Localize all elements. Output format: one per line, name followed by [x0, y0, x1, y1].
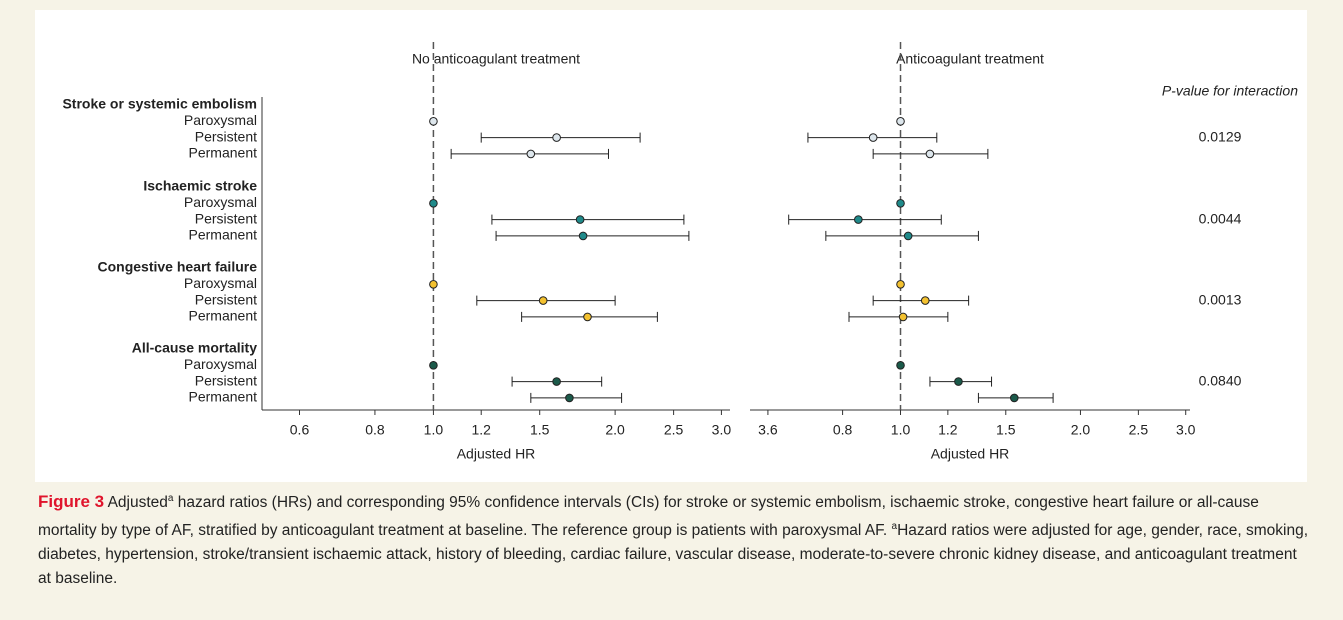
row-label: Permanent: [189, 308, 258, 324]
row-label: Permanent: [189, 227, 258, 243]
point: [429, 361, 438, 370]
caption-text: Hazard ratios were adjusted for age, gen…: [38, 522, 1309, 588]
x-tick-label: 1.5: [530, 422, 550, 438]
row-label: Paroxysmal: [184, 194, 257, 210]
point: [526, 149, 536, 159]
x-tick-label: 0.8: [365, 422, 385, 438]
x-tick-label: 1.0: [424, 422, 444, 438]
point: [429, 199, 438, 208]
group-label: Ischaemic stroke: [143, 178, 257, 194]
point: [898, 312, 908, 322]
p-value: 0.0013: [1199, 291, 1242, 307]
point: [429, 280, 438, 289]
row-label: Paroxysmal: [184, 356, 257, 372]
point: [583, 312, 592, 322]
point: [920, 296, 930, 305]
point: [954, 377, 963, 386]
point: [429, 117, 438, 126]
x-tick-label: 0.8: [833, 422, 853, 438]
point: [552, 133, 561, 142]
x-tick-label: 2.0: [605, 422, 625, 438]
x-tick-label: 1.0: [891, 422, 911, 438]
point: [552, 377, 561, 386]
x-tick-label: 1.2: [938, 422, 958, 438]
x-tick-label: 1.5: [996, 422, 1016, 438]
x-tick-label: 3.6: [758, 422, 778, 438]
group-label: All-cause mortality: [132, 340, 257, 356]
chart: No anticoagulant treatment Adjusted HR 0.6…: [35, 10, 1307, 482]
p-value: 0.0044: [1199, 210, 1242, 226]
caption: Figure 3 Adjusteda hazard ratios (HRs) a…: [38, 487, 1313, 591]
point: [575, 215, 585, 224]
caption-text: hazard ratios (HRs) and corresponding 95…: [38, 494, 1259, 540]
plot-background: [35, 10, 1307, 482]
x-tick-label: 2.0: [1071, 422, 1091, 438]
panel-title: Anticoagulant treatment: [896, 51, 1044, 67]
group-label: Congestive heart failure: [98, 259, 258, 275]
row-label: Persistent: [195, 128, 257, 144]
caption-text: Adjusted: [104, 494, 168, 512]
p-value-header: P-value for interaction: [1162, 83, 1298, 99]
point: [925, 149, 935, 159]
x-tick-label: 3.0: [1176, 422, 1196, 438]
row-label: Permanent: [189, 389, 258, 405]
point: [896, 280, 905, 289]
figure-label: Figure 3: [38, 492, 105, 512]
x-axis-label: Adjusted HR: [457, 446, 536, 462]
x-tick-label: 2.5: [664, 422, 684, 438]
x-tick-label: 1.2: [471, 422, 491, 438]
point: [896, 199, 905, 208]
point: [854, 215, 863, 224]
point: [565, 393, 574, 403]
point: [538, 296, 548, 305]
row-label: Persistent: [195, 372, 257, 388]
row-label: Permanent: [189, 145, 258, 161]
point: [903, 231, 913, 241]
p-value: 0.0129: [1199, 128, 1242, 144]
footnote-mark: a: [891, 521, 898, 533]
group-label: Stroke or systemic embolism: [62, 96, 257, 112]
row-label: Paroxysmal: [184, 112, 257, 128]
x-axis-label: Adjusted HR: [931, 446, 1010, 462]
point: [1009, 393, 1019, 403]
footnote-mark: a: [167, 493, 174, 504]
x-tick-label: 0.6: [290, 422, 310, 438]
p-value: 0.0840: [1199, 372, 1242, 388]
panel-title: No anticoagulant treatment: [412, 51, 580, 67]
point: [896, 361, 905, 370]
point: [896, 117, 905, 126]
row-label: Persistent: [195, 210, 257, 226]
point: [578, 231, 588, 241]
row-label: Paroxysmal: [184, 275, 257, 291]
point: [868, 133, 878, 142]
x-tick-label: 2.5: [1129, 422, 1149, 438]
x-tick-label: 3.0: [712, 422, 732, 438]
row-label: Persistent: [195, 291, 257, 307]
